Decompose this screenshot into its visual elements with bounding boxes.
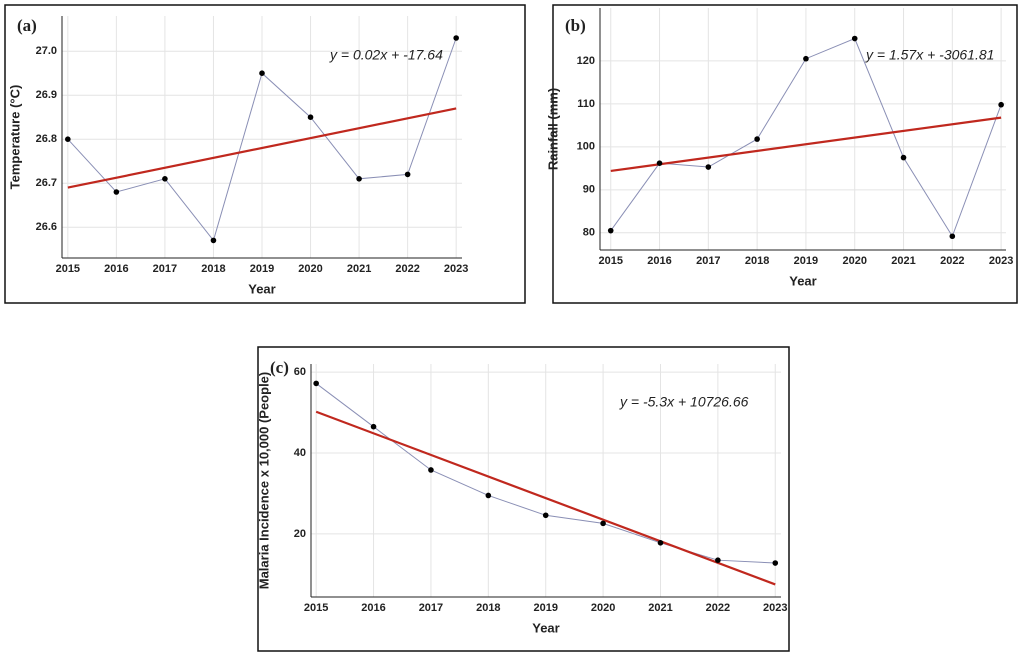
y-tick-label: 26.6 (36, 221, 57, 233)
data-point (949, 233, 956, 240)
data-point (370, 423, 377, 430)
panel-label: (c) (270, 358, 289, 377)
x-tick-label: 2017 (419, 602, 443, 614)
y-tick-label: 110 (577, 98, 595, 110)
y-axis-title: Malaria Incidence x 10,000 (People) (256, 372, 271, 590)
x-tick-label: 2021 (891, 255, 915, 267)
data-point (607, 227, 614, 234)
panel-border (552, 4, 1018, 304)
x-tick-label: 2020 (298, 263, 322, 275)
x-tick-label: 2017 (696, 255, 720, 267)
y-tick-label: 100 (577, 141, 595, 153)
x-tick-label: 2021 (347, 263, 371, 275)
x-tick-label: 2023 (444, 263, 468, 275)
x-tick-label: 2016 (361, 602, 385, 614)
y-tick-label: 26.8 (36, 133, 57, 145)
y-tick-label: 26.9 (36, 89, 57, 101)
x-tick-label: 2015 (304, 602, 328, 614)
x-tick-label: 2021 (648, 602, 672, 614)
data-point (715, 557, 721, 563)
y-tick-label: 27.0 (36, 45, 57, 57)
x-tick-label: 2023 (763, 602, 787, 614)
data-point (356, 176, 362, 182)
data-point (404, 171, 411, 178)
equation: y = -5.3x + 10726.66 (619, 394, 749, 410)
x-tick-label: 2016 (104, 263, 128, 275)
x-tick-label: 2019 (250, 263, 274, 275)
y-tick-label: 20 (294, 528, 306, 540)
equation: y = 0.02x + -17.64 (329, 47, 443, 63)
x-axis-title: Year (248, 281, 275, 296)
y-tick-label: 80 (583, 227, 595, 239)
x-tick-label: 2016 (647, 255, 671, 267)
x-tick-label: 2022 (395, 263, 419, 275)
panel-label: (a) (17, 16, 37, 35)
panel-border (4, 4, 526, 304)
y-tick-label: 26.7 (36, 177, 57, 189)
data-point (656, 160, 663, 166)
x-tick-label: 2020 (842, 255, 866, 267)
y-tick-label: 120 (577, 55, 595, 67)
equation: y = 1.57x + -3061.81 (865, 47, 994, 63)
x-axis-title: Year (532, 620, 559, 635)
data-point (772, 560, 779, 566)
data-point (657, 539, 664, 546)
x-tick-label: 2018 (201, 263, 225, 275)
data-point (162, 176, 168, 182)
data-point (600, 520, 606, 527)
panel-label: (b) (565, 16, 586, 35)
y-tick-label: 40 (294, 447, 306, 459)
x-tick-label: 2019 (794, 255, 818, 267)
x-tick-label: 2015 (56, 263, 80, 275)
x-axis-title: Year (789, 273, 816, 288)
x-tick-label: 2022 (706, 602, 730, 614)
trend-line (610, 116, 1002, 172)
x-tick-label: 2018 (745, 255, 769, 267)
data-point (259, 70, 265, 76)
data-point (900, 154, 907, 161)
x-tick-label: 2015 (598, 255, 622, 267)
y-tick-label: 60 (294, 366, 306, 378)
data-point (754, 136, 760, 142)
y-axis-title: Rainfall (mm) (545, 88, 560, 170)
panel-border (257, 346, 790, 652)
data-point (65, 136, 71, 142)
data-point (113, 189, 120, 195)
data-point (705, 164, 712, 170)
data-point (998, 101, 1004, 108)
x-tick-label: 2019 (533, 602, 557, 614)
y-tick-label: 90 (583, 184, 595, 196)
x-tick-label: 2018 (476, 602, 500, 614)
data-point (307, 114, 314, 120)
data-point (453, 35, 459, 41)
trend-line (315, 410, 776, 586)
trend-line (67, 107, 457, 189)
x-tick-label: 2020 (591, 602, 615, 614)
x-tick-label: 2022 (940, 255, 964, 267)
x-tick-label: 2017 (153, 263, 177, 275)
data-point (428, 467, 434, 473)
x-tick-label: 2023 (989, 255, 1013, 267)
data-point (542, 512, 549, 519)
data-point (210, 237, 217, 244)
data-point (803, 55, 809, 62)
data-point (851, 35, 858, 42)
data-point (485, 492, 492, 499)
data-point (313, 380, 319, 387)
y-axis-title: Temperature (°C) (7, 85, 22, 190)
